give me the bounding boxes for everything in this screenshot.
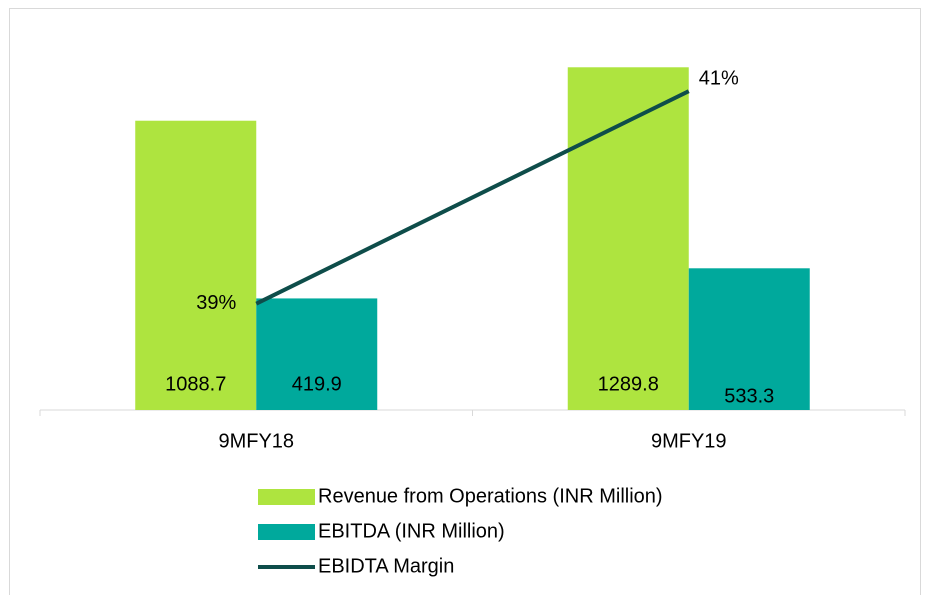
data-label: 1088.7 bbox=[165, 373, 226, 395]
x-tick-label: 9MFY18 bbox=[218, 430, 294, 452]
bar bbox=[688, 268, 810, 410]
legend-label: Revenue from Operations (INR Million) bbox=[318, 485, 663, 507]
data-label: 419.9 bbox=[292, 373, 342, 395]
line-label: 39% bbox=[196, 292, 236, 314]
x-tick-label: 9MFY19 bbox=[651, 430, 727, 452]
bar bbox=[135, 120, 257, 410]
data-label: 533.3 bbox=[724, 385, 774, 407]
line-label: 41% bbox=[699, 67, 739, 89]
data-label: 1289.8 bbox=[598, 373, 659, 395]
legend-label: EBIDTA Margin bbox=[318, 555, 454, 577]
legend-label: EBITDA (INR Million) bbox=[318, 520, 505, 542]
bar bbox=[256, 298, 378, 410]
line bbox=[255, 89, 690, 306]
chart-frame bbox=[9, 8, 921, 595]
bar bbox=[567, 67, 689, 411]
legend-swatch bbox=[258, 524, 315, 540]
legend-swatch bbox=[258, 489, 315, 505]
